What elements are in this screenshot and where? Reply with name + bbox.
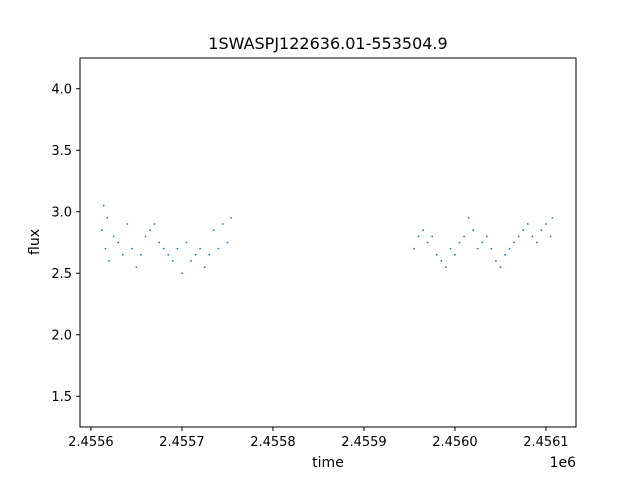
x-axis-ticks: 2.4556 2.4557 2.4558 2.4559 2.4560 2.4561 <box>68 427 569 450</box>
data-point <box>130 247 133 250</box>
data-point <box>135 266 138 268</box>
data-point <box>108 260 111 262</box>
data-point <box>208 253 211 256</box>
data-point <box>531 235 534 238</box>
data-point <box>181 272 183 275</box>
y-tick-label: 3.5 <box>51 144 72 159</box>
data-point <box>517 235 520 238</box>
y-tick-label: 1.5 <box>51 390 72 405</box>
data-point <box>140 253 142 256</box>
data-point <box>144 235 147 238</box>
x-tick-label: 2.4561 <box>523 435 569 450</box>
data-point <box>121 253 124 256</box>
y-tick-label: 4.0 <box>51 82 72 97</box>
data-points <box>100 204 554 275</box>
data-point <box>162 247 165 250</box>
x-tick-label: 2.4559 <box>341 435 387 450</box>
data-point <box>112 235 115 238</box>
data-point <box>100 229 103 232</box>
data-point <box>221 223 224 225</box>
data-point <box>449 247 452 250</box>
data-point <box>126 223 129 225</box>
data-point <box>190 260 192 262</box>
data-point <box>171 260 174 262</box>
data-point <box>508 247 511 250</box>
data-point <box>226 241 229 244</box>
x-axis-label: time <box>312 455 344 471</box>
data-point <box>185 241 188 244</box>
x-tick-label: 2.4558 <box>250 435 296 450</box>
data-point <box>522 229 525 232</box>
data-point <box>513 241 516 244</box>
x-tick-label: 2.4560 <box>432 435 478 450</box>
data-point <box>212 229 215 232</box>
data-point <box>426 241 429 244</box>
y-axis-ticks: 1.5 2.0 2.5 3.0 3.5 4.0 <box>51 82 80 405</box>
data-point <box>476 247 479 250</box>
data-point <box>104 247 107 250</box>
data-point <box>495 260 497 262</box>
data-point <box>158 241 161 244</box>
data-point <box>117 241 120 244</box>
chart-title: 1SWASPJ122636.01-553504.9 <box>208 34 447 53</box>
data-point <box>540 229 543 232</box>
data-point <box>551 217 554 219</box>
data-point <box>435 253 438 256</box>
data-point <box>467 217 470 219</box>
data-point <box>444 266 447 268</box>
x-tick-label: 2.4557 <box>159 435 205 450</box>
data-point <box>417 235 420 238</box>
data-point <box>485 235 488 238</box>
data-point <box>217 247 220 250</box>
data-point <box>230 217 232 219</box>
data-point <box>490 247 493 250</box>
data-point <box>535 241 538 244</box>
data-point <box>472 229 475 232</box>
data-point <box>526 223 529 225</box>
y-tick-label: 2.5 <box>51 267 72 282</box>
y-tick-label: 3.0 <box>51 205 72 220</box>
data-point <box>153 223 156 225</box>
data-point <box>422 229 424 232</box>
data-point <box>458 241 461 244</box>
plot-frame <box>79 57 577 428</box>
y-tick-label: 2.0 <box>51 328 72 343</box>
data-point <box>203 266 206 268</box>
data-point <box>106 217 109 219</box>
y-axis-label: flux <box>27 229 43 255</box>
data-point <box>194 253 197 256</box>
data-point <box>454 253 456 256</box>
data-point <box>176 247 179 250</box>
data-point <box>102 204 105 207</box>
data-point <box>440 260 443 262</box>
data-point <box>499 266 502 268</box>
data-point <box>545 223 547 225</box>
data-point <box>413 247 415 250</box>
x-axis-offset-label: 1e6 <box>550 455 577 471</box>
data-point <box>481 241 484 244</box>
data-point <box>149 229 151 232</box>
data-point <box>167 253 170 256</box>
data-point <box>463 235 465 238</box>
x-tick-label: 2.4556 <box>68 435 114 450</box>
data-point <box>199 247 202 250</box>
data-point <box>549 235 552 238</box>
data-point <box>431 235 434 238</box>
data-point <box>504 253 506 256</box>
